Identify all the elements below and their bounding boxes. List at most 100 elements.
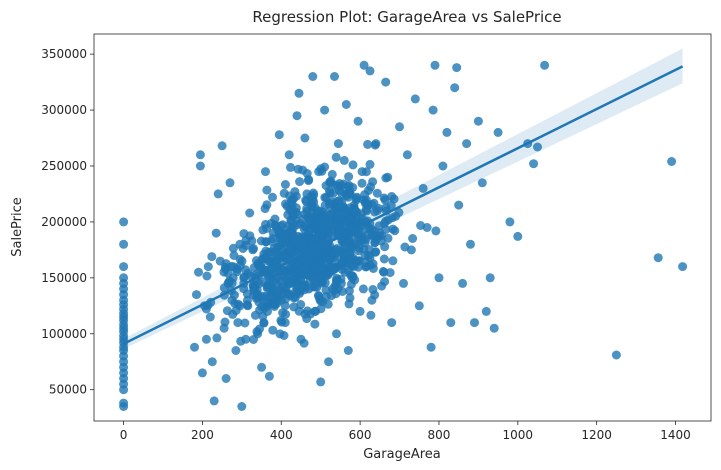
y-tick-label: 150000: [41, 271, 87, 285]
data-point: [365, 159, 375, 169]
data-point: [446, 318, 456, 328]
x-tick-label: 800: [428, 428, 451, 442]
data-point: [264, 371, 274, 381]
data-point: [386, 200, 396, 210]
data-point: [345, 189, 355, 199]
data-point: [243, 301, 253, 311]
data-point: [227, 295, 237, 305]
data-point: [233, 318, 243, 328]
x-tick-label: 1200: [581, 428, 612, 442]
data-point: [375, 228, 385, 238]
data-point: [306, 256, 316, 266]
data-point: [363, 139, 373, 149]
data-point: [195, 161, 205, 171]
data-point: [365, 66, 375, 76]
data-point: [318, 297, 328, 307]
data-point: [261, 167, 270, 177]
confidence-band: [123, 48, 683, 349]
data-point: [335, 246, 345, 256]
data-point: [351, 239, 361, 249]
data-point: [337, 256, 347, 266]
data-point: [450, 83, 460, 93]
x-tick-label: 1000: [503, 428, 534, 442]
data-point: [258, 291, 268, 301]
data-point: [280, 318, 290, 328]
data-point: [288, 211, 298, 221]
data-point: [355, 306, 365, 316]
data-point: [341, 100, 351, 109]
data-point: [363, 200, 373, 210]
data-point: [192, 290, 201, 300]
data-point: [255, 262, 265, 272]
data-point: [356, 209, 366, 219]
data-point: [316, 377, 326, 387]
data-point: [540, 60, 550, 70]
data-point: [265, 280, 275, 290]
data-point: [481, 306, 491, 316]
data-point: [372, 188, 382, 198]
data-point: [309, 197, 319, 207]
data-point: [313, 237, 323, 247]
data-point: [391, 211, 401, 221]
data-point: [462, 139, 472, 149]
data-point: [231, 346, 241, 355]
data-point: [338, 237, 348, 247]
data-point: [529, 159, 539, 169]
data-point: [202, 271, 212, 281]
y-axis-label: SalePrice: [10, 197, 25, 257]
data-point: [332, 329, 341, 339]
data-point: [379, 267, 389, 277]
data-point: [366, 310, 376, 320]
data-point: [294, 306, 304, 316]
data-point: [284, 150, 294, 160]
data-point: [292, 111, 302, 121]
data-point: [286, 162, 295, 172]
data-point: [195, 150, 205, 160]
data-point: [298, 262, 308, 271]
data-point: [300, 133, 310, 143]
data-point: [667, 157, 677, 166]
data-point: [327, 169, 337, 179]
chart-title: Regression Plot: GarageArea vs SalePrice: [252, 8, 561, 26]
data-point: [430, 60, 440, 70]
data-point: [262, 224, 272, 233]
data-point: [611, 350, 621, 360]
data-point: [324, 256, 334, 265]
data-point: [322, 245, 332, 255]
data-point: [262, 185, 272, 195]
data-point: [371, 247, 381, 257]
data-point: [470, 318, 479, 328]
data-point: [331, 152, 341, 162]
data-point: [276, 295, 286, 305]
data-point: [333, 139, 343, 149]
data-point: [330, 72, 339, 81]
data-point: [119, 273, 129, 283]
data-point: [364, 251, 374, 260]
x-axis: 0 200 400 600 800 1000 1200 1400: [120, 421, 691, 442]
data-point: [380, 195, 390, 205]
data-point: [348, 160, 358, 170]
y-tick-label: 300000: [41, 103, 87, 117]
data-point: [414, 301, 424, 311]
data-point: [295, 177, 305, 187]
data-point: [368, 285, 378, 294]
x-tick-label: 600: [349, 428, 372, 442]
data-point: [235, 239, 245, 249]
data-point: [339, 155, 349, 165]
data-point: [344, 259, 354, 269]
data-point: [329, 265, 339, 275]
data-point: [327, 197, 337, 207]
data-point: [223, 278, 233, 288]
data-point: [361, 262, 371, 272]
data-point: [256, 236, 266, 246]
data-point: [287, 195, 297, 205]
x-tick-label: 400: [270, 428, 293, 442]
data-point: [245, 208, 255, 218]
data-point: [203, 262, 213, 272]
data-point: [240, 318, 250, 328]
data-point: [310, 319, 320, 329]
data-point: [219, 267, 229, 277]
data-point: [442, 127, 452, 137]
data-point: [316, 256, 326, 266]
data-point: [366, 182, 376, 192]
